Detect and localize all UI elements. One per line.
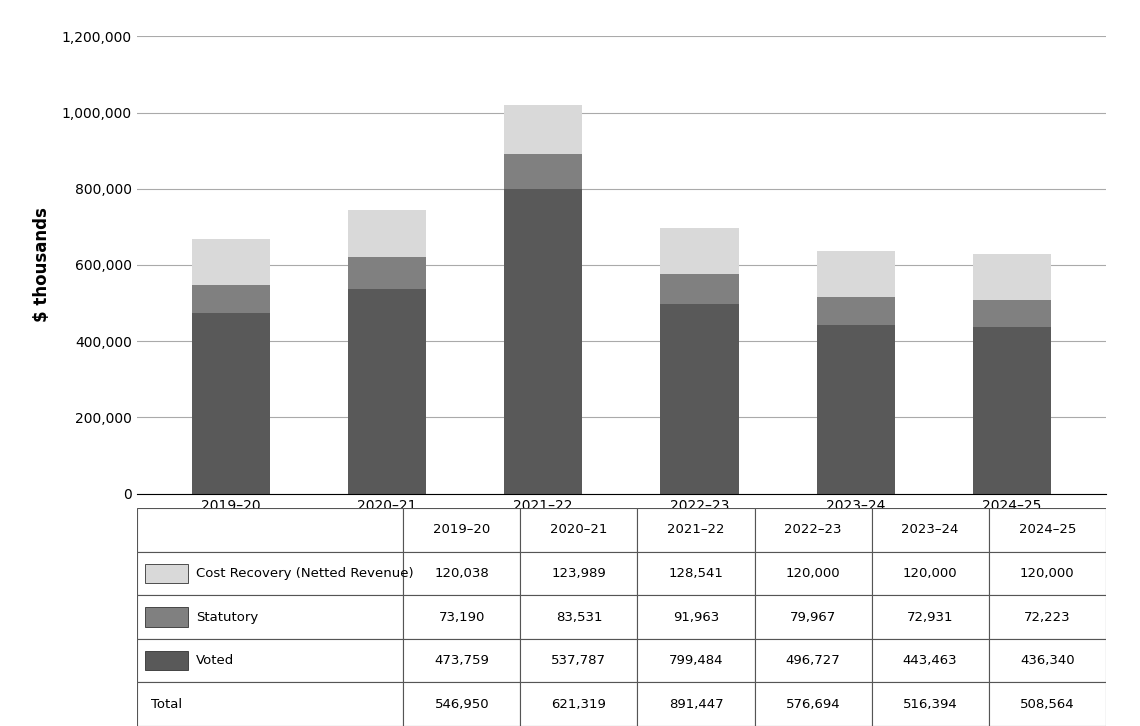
Text: 799,484: 799,484 <box>669 654 723 667</box>
Text: 128,541: 128,541 <box>668 567 724 580</box>
Text: 120,038: 120,038 <box>434 567 489 580</box>
Bar <box>755 639 872 682</box>
Text: Cost Recovery (Netted Revenue): Cost Recovery (Netted Revenue) <box>196 567 414 580</box>
Bar <box>520 682 637 726</box>
Bar <box>404 508 520 552</box>
Bar <box>520 552 637 595</box>
Text: 120,000: 120,000 <box>785 567 840 580</box>
Bar <box>637 595 755 639</box>
Bar <box>660 228 739 274</box>
Bar <box>504 105 583 154</box>
Text: 120,000: 120,000 <box>1020 567 1075 580</box>
Text: 83,531: 83,531 <box>555 611 602 624</box>
Bar <box>988 595 1106 639</box>
Text: 2024–25: 2024–25 <box>1018 523 1076 537</box>
Bar <box>816 297 895 325</box>
Text: 73,190: 73,190 <box>439 611 484 624</box>
Bar <box>660 274 739 304</box>
Bar <box>637 639 755 682</box>
Y-axis label: $ thousands: $ thousands <box>33 208 50 322</box>
Bar <box>755 595 872 639</box>
Text: 72,223: 72,223 <box>1024 611 1070 624</box>
Bar <box>404 552 520 595</box>
Text: Statutory: Statutory <box>196 611 258 624</box>
Bar <box>192 313 270 494</box>
Bar <box>755 552 872 595</box>
Text: 473,759: 473,759 <box>434 654 489 667</box>
Bar <box>145 607 188 627</box>
Bar <box>348 289 426 494</box>
Text: 72,931: 72,931 <box>907 611 953 624</box>
Text: 443,463: 443,463 <box>903 654 958 667</box>
Text: 621,319: 621,319 <box>552 698 606 711</box>
Text: Voted: Voted <box>196 654 234 667</box>
Text: 2019–20: 2019–20 <box>433 523 490 537</box>
Bar <box>192 240 270 285</box>
Text: 496,727: 496,727 <box>785 654 840 667</box>
Bar <box>872 595 988 639</box>
Text: 123,989: 123,989 <box>552 567 606 580</box>
Bar <box>816 325 895 494</box>
Text: 2021–22: 2021–22 <box>667 523 725 537</box>
Bar <box>816 251 895 297</box>
Bar <box>145 650 188 671</box>
Bar <box>404 595 520 639</box>
Text: 546,950: 546,950 <box>434 698 489 711</box>
Text: 91,963: 91,963 <box>673 611 719 624</box>
Bar <box>404 682 520 726</box>
Bar <box>520 639 637 682</box>
Text: 2022–23: 2022–23 <box>784 523 841 537</box>
Text: Total: Total <box>152 698 182 711</box>
Bar <box>988 552 1106 595</box>
Bar <box>972 327 1051 494</box>
Bar <box>637 552 755 595</box>
Text: 79,967: 79,967 <box>790 611 837 624</box>
Bar <box>988 639 1106 682</box>
Text: 508,564: 508,564 <box>1020 698 1075 711</box>
Bar <box>988 682 1106 726</box>
Bar <box>637 682 755 726</box>
Bar <box>872 639 988 682</box>
Bar <box>137 508 404 552</box>
Text: 436,340: 436,340 <box>1020 654 1075 667</box>
Bar <box>404 639 520 682</box>
Bar <box>988 508 1106 552</box>
Text: 576,694: 576,694 <box>785 698 840 711</box>
Bar <box>637 508 755 552</box>
Bar <box>137 639 404 682</box>
Bar <box>755 508 872 552</box>
Bar <box>972 254 1051 300</box>
Bar <box>520 508 637 552</box>
Text: 516,394: 516,394 <box>903 698 958 711</box>
Bar <box>660 304 739 494</box>
Text: 891,447: 891,447 <box>669 698 723 711</box>
Bar <box>348 257 426 289</box>
Bar <box>137 552 404 595</box>
Text: 2020–21: 2020–21 <box>551 523 608 537</box>
Bar <box>192 285 270 313</box>
Bar <box>348 210 426 257</box>
Bar <box>504 189 583 494</box>
Bar <box>872 508 988 552</box>
Bar <box>504 154 583 189</box>
Bar <box>972 300 1051 327</box>
Bar <box>755 682 872 726</box>
Bar <box>872 552 988 595</box>
Bar <box>520 595 637 639</box>
Bar <box>872 682 988 726</box>
Text: 537,787: 537,787 <box>552 654 606 667</box>
Bar <box>145 563 188 584</box>
Bar <box>137 595 404 639</box>
Text: 2023–24: 2023–24 <box>902 523 959 537</box>
Text: 120,000: 120,000 <box>903 567 958 580</box>
Bar <box>137 682 404 726</box>
